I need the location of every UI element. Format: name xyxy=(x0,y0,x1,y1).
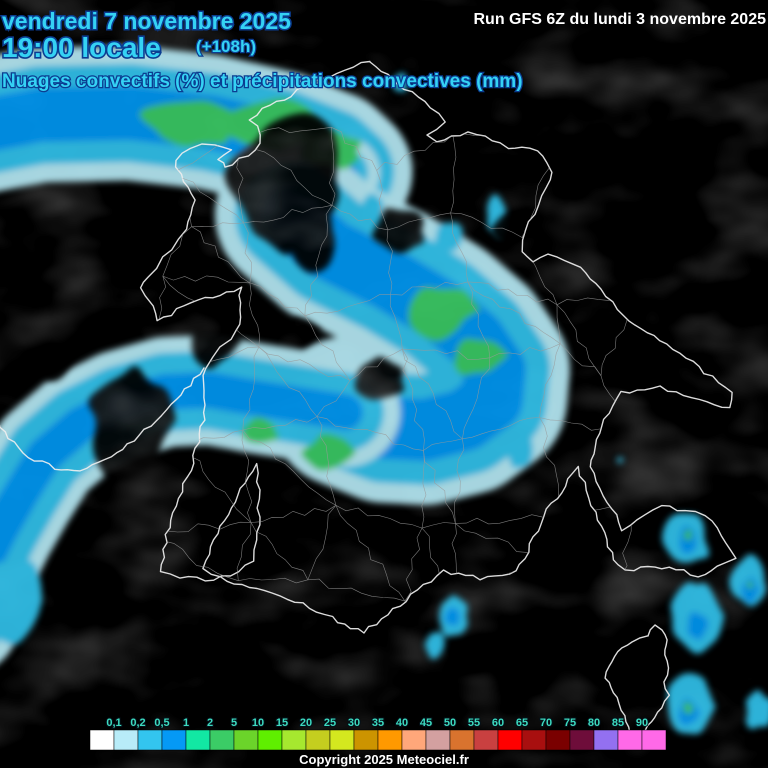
svg-text:0,5: 0,5 xyxy=(154,717,169,729)
svg-text:0,1: 0,1 xyxy=(106,717,121,729)
svg-text:5: 5 xyxy=(231,717,237,729)
svg-text:(+108h): (+108h) xyxy=(196,37,256,56)
svg-text:90: 90 xyxy=(636,717,648,729)
svg-text:Run GFS 6Z du lundi 3 novembre: Run GFS 6Z du lundi 3 novembre 2025 xyxy=(474,11,767,28)
svg-text:Nuages convectifs (%) et préci: Nuages convectifs (%) et précipitations … xyxy=(2,71,523,92)
svg-text:45: 45 xyxy=(420,717,432,729)
svg-text:30: 30 xyxy=(348,717,360,729)
svg-text:70: 70 xyxy=(540,717,552,729)
svg-text:15: 15 xyxy=(276,717,288,729)
svg-text:55: 55 xyxy=(468,717,480,729)
svg-text:vendredi 7 novembre 2025: vendredi 7 novembre 2025 xyxy=(2,8,291,34)
svg-text:10: 10 xyxy=(252,717,264,729)
svg-text:65: 65 xyxy=(516,717,528,729)
svg-text:85: 85 xyxy=(612,717,624,729)
svg-text:80: 80 xyxy=(588,717,600,729)
svg-text:2: 2 xyxy=(207,717,213,729)
svg-text:1: 1 xyxy=(183,717,189,729)
svg-text:75: 75 xyxy=(564,717,576,729)
svg-text:25: 25 xyxy=(324,717,336,729)
svg-text:40: 40 xyxy=(396,717,408,729)
svg-text:50: 50 xyxy=(444,717,456,729)
svg-text:60: 60 xyxy=(492,717,504,729)
svg-text:35: 35 xyxy=(372,717,384,729)
svg-text:Copyright 2025 Meteociel.fr: Copyright 2025 Meteociel.fr xyxy=(299,752,469,767)
svg-text:0,2: 0,2 xyxy=(130,717,145,729)
svg-text:20: 20 xyxy=(300,717,312,729)
svg-text:19:00 locale: 19:00 locale xyxy=(2,32,161,63)
